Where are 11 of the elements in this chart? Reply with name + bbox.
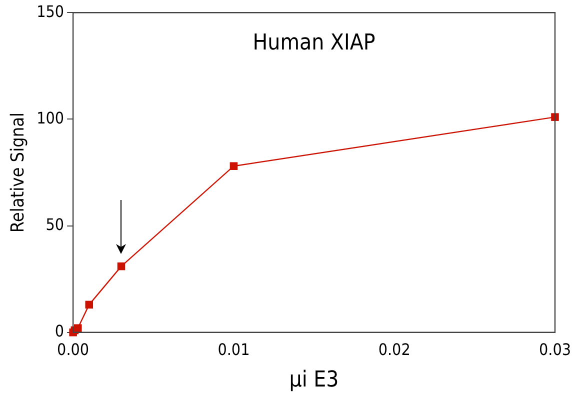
x-axis-title: μi E3	[289, 368, 339, 393]
y-axis-title: Relative Signal	[7, 112, 28, 233]
x-tick-label: 0.03	[538, 340, 572, 360]
x-tick-label: 0.02	[378, 340, 410, 360]
x-tick-label: 0.00	[57, 340, 90, 360]
y-tick-label: 50	[46, 214, 64, 234]
y-tick-label: 150	[36, 2, 64, 21]
y-tick-label: 100	[36, 108, 64, 128]
text: Human XIAP	[252, 30, 376, 56]
x-tick-label: 0.01	[218, 340, 250, 360]
y-tick-label: 0	[54, 322, 64, 341]
